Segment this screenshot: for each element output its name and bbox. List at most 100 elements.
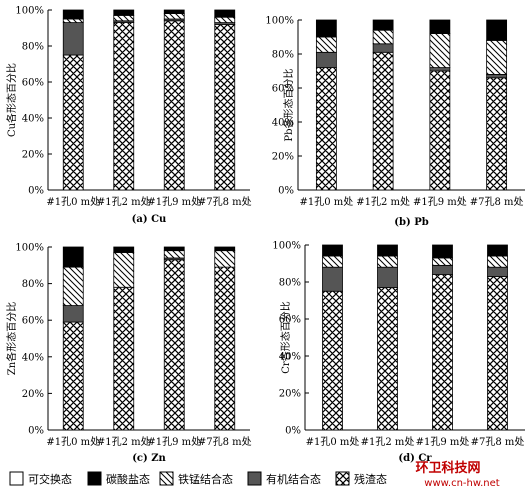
bar-segment bbox=[214, 266, 236, 431]
bar-segment bbox=[487, 276, 508, 431]
bar-segment bbox=[377, 266, 398, 288]
bar-segment bbox=[322, 255, 343, 268]
bar-segment bbox=[163, 259, 185, 431]
y-tick-label: 0% bbox=[285, 426, 301, 437]
x-tick-label: #1孔2 m处 bbox=[356, 196, 410, 208]
bar-segment bbox=[62, 18, 84, 23]
x-tick-label: #1孔9 m处 bbox=[416, 436, 470, 448]
y-tick-label: 40% bbox=[279, 352, 301, 363]
bar-segment bbox=[163, 246, 185, 252]
bar-segment bbox=[214, 16, 236, 24]
bar-segment bbox=[315, 19, 337, 38]
x-tick-label: #1孔0 m处 bbox=[299, 196, 353, 208]
bar-segment bbox=[429, 67, 451, 72]
bar-segment bbox=[163, 250, 185, 259]
bar-segment bbox=[487, 255, 508, 268]
y-axis-label: Zn各形态百分比 bbox=[5, 302, 18, 375]
y-tick-label: 40% bbox=[22, 114, 44, 125]
y-tick-label: 40% bbox=[22, 352, 44, 363]
y-axis-label: Cu各形态百分比 bbox=[5, 63, 18, 137]
bar-segment bbox=[432, 264, 453, 276]
bar-segment bbox=[214, 246, 236, 252]
legend-label: 碳酸盐态 bbox=[106, 472, 150, 486]
bar-segment bbox=[429, 33, 451, 68]
y-tick-label: 60% bbox=[22, 316, 44, 327]
bar-segment bbox=[113, 14, 135, 22]
chart-panel-1: 0% 20% 40% 60% 80% 100% Cu各形态百分比 #1孔0 m处#1孔2 m处… bbox=[5, 6, 252, 226]
y-tick-label: 0% bbox=[278, 186, 294, 197]
y-axis-label: Pb各形态百分比 bbox=[282, 68, 295, 141]
bar-segment bbox=[163, 9, 185, 14]
x-tick-label: #1孔9 m处 bbox=[147, 196, 201, 208]
watermark: 环卫科技网 www.cn-hw.net bbox=[415, 460, 499, 489]
x-tick-label: #7孔8 m处 bbox=[471, 436, 525, 448]
legend-label: 有机结合态 bbox=[266, 472, 321, 486]
y-axis-label: Cr各形态百分比 bbox=[279, 301, 292, 373]
bar-segment bbox=[315, 51, 337, 68]
x-tick-label: #1孔0 m处 bbox=[46, 436, 100, 448]
y-tick-label: 60% bbox=[279, 315, 301, 326]
legend-label: 残渣态 bbox=[354, 472, 387, 486]
bar-segment bbox=[377, 244, 398, 257]
bar-segment bbox=[372, 29, 394, 45]
y-tick-label: 80% bbox=[22, 42, 44, 53]
legend-label: 铁锰结合态 bbox=[178, 472, 233, 486]
legend-swatch bbox=[87, 471, 102, 486]
x-tick-label: #1孔2 m处 bbox=[97, 436, 151, 448]
bar-segment bbox=[214, 23, 236, 191]
x-tick-label: #7孔8 m处 bbox=[198, 436, 252, 448]
panel-caption: (c) Zn bbox=[132, 453, 166, 464]
y-tick-label: 60% bbox=[22, 78, 44, 89]
legend: 可交换态 碳酸盐态 铁锰结合态 有机结合态 残渣态 bbox=[9, 471, 387, 486]
bar-segment bbox=[377, 255, 398, 268]
bar-segment bbox=[113, 9, 135, 16]
chart-panel-4: 0% 20% 40% 60% 80% 100% Cr各形态百分比 #1孔0 m处 #1孔2 m处… bbox=[272, 241, 525, 464]
chart-panel-3: 0% 20% 40% 60% 80% 100% Zn各形态百分比 #1孔0 m处#1孔2 m处… bbox=[5, 243, 252, 465]
y-tick-label: 100% bbox=[265, 16, 294, 27]
chart-panel-2: 0% 20% 40% 60% 80% 100% Pb各形态百分比 #1孔0 m处 #1孔2 m处… bbox=[265, 16, 525, 228]
bar-segment bbox=[113, 286, 135, 431]
y-tick-label: 20% bbox=[22, 150, 44, 161]
y-tick-label: 80% bbox=[22, 279, 44, 290]
bar-segment bbox=[432, 244, 453, 259]
bar-segment bbox=[372, 19, 394, 31]
x-tick-label: #1孔0 m处 bbox=[46, 196, 100, 208]
bar-segment bbox=[62, 246, 84, 268]
bar-segment bbox=[486, 19, 508, 41]
bar-segment bbox=[62, 321, 84, 431]
bar-segment bbox=[163, 13, 185, 20]
panel-caption: (a) Cu bbox=[132, 214, 167, 225]
bar-segment bbox=[62, 22, 84, 56]
bar-segment bbox=[377, 287, 398, 431]
watermark-title: 环卫科技网 bbox=[415, 460, 480, 476]
bar-segment bbox=[322, 266, 343, 292]
y-tick-label: 0% bbox=[28, 426, 44, 437]
legend-label: 可交换态 bbox=[28, 472, 72, 486]
legend-swatch bbox=[335, 471, 350, 486]
bar-segment bbox=[429, 19, 451, 34]
bar-segment bbox=[113, 252, 135, 288]
bar-segment bbox=[62, 305, 84, 323]
y-tick-label: 60% bbox=[272, 84, 294, 95]
legend-swatch bbox=[247, 471, 262, 486]
bar-segment bbox=[315, 36, 337, 53]
legend-swatch bbox=[159, 471, 174, 486]
x-tick-label: #1孔2 m处 bbox=[97, 196, 151, 208]
bar-segment bbox=[372, 43, 394, 53]
watermark-url: www.cn-hw.net bbox=[424, 478, 500, 489]
y-tick-label: 20% bbox=[279, 389, 301, 400]
bar-segment bbox=[432, 257, 453, 266]
bar-segment bbox=[432, 274, 453, 431]
y-tick-label: 100% bbox=[15, 6, 44, 17]
bar-segment bbox=[113, 246, 135, 253]
bar-segment bbox=[486, 40, 508, 75]
y-tick-label: 100% bbox=[15, 243, 44, 254]
bar-segment bbox=[62, 54, 84, 191]
panel-caption: (b) Pb bbox=[394, 217, 428, 228]
bar-segment bbox=[214, 9, 236, 18]
y-tick-label: 40% bbox=[272, 118, 294, 129]
bar-segment bbox=[372, 51, 394, 191]
legend-swatch bbox=[9, 471, 24, 486]
bar-segment bbox=[486, 74, 508, 79]
y-tick-label: 100% bbox=[272, 241, 301, 252]
